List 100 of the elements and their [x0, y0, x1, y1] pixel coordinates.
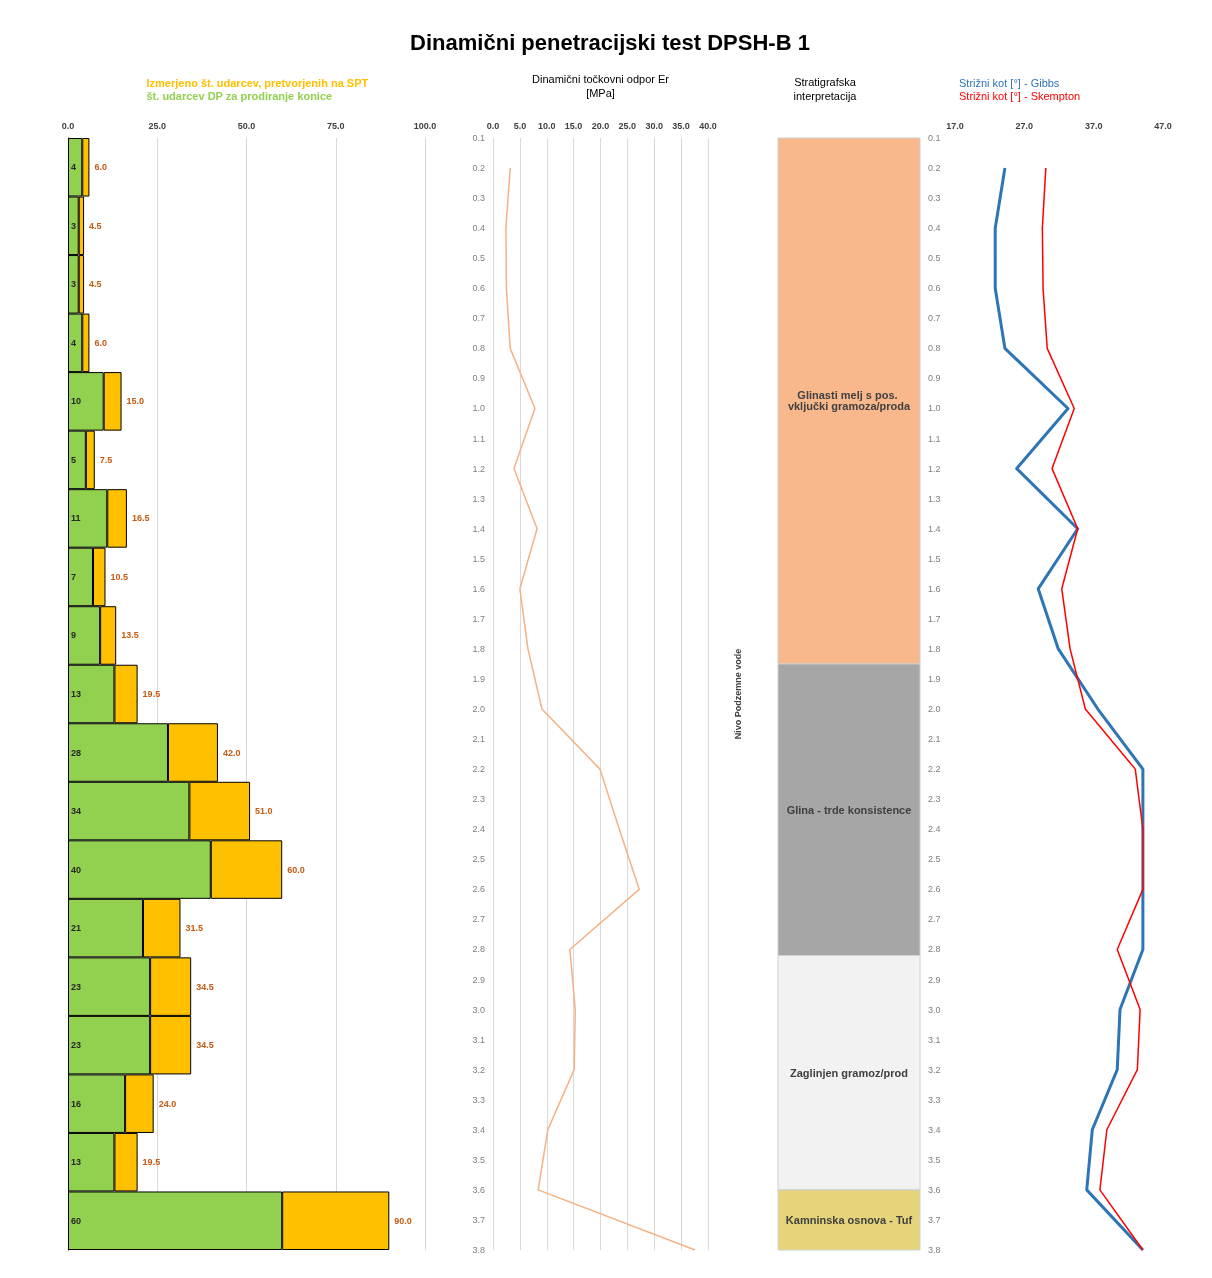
total-label: 31.5	[185, 923, 203, 934]
x-tick-label: 35.0	[672, 120, 690, 131]
y-tick-label: 2.9	[928, 974, 941, 985]
y-tick-label: 1.4	[472, 523, 485, 534]
y-tick-label: 2.6	[472, 884, 485, 895]
x-tick-label: 50.0	[237, 120, 256, 131]
series-label: Kamninska osnova - Tuf	[785, 1213, 913, 1226]
y-tick-label: 3.4	[928, 1124, 941, 1135]
chart-title: Dinamični penetracijski test DPSH-B 1	[410, 29, 810, 55]
total-label: 7.5	[99, 454, 113, 465]
y-tick-label: 1.0	[472, 403, 485, 414]
x-tick-label: 17.0	[946, 120, 964, 131]
x-tick-label: 5.0	[513, 120, 527, 131]
y-tick-label: 2.7	[472, 914, 485, 925]
total-label: 6.0	[94, 337, 107, 348]
x-axis-title: Dinamični točkovni odpor Er [MPa]	[532, 73, 670, 99]
y-tick-label: 2.1	[472, 734, 485, 745]
series-label: Glinasti melj s pos. vključki gramoza/proda	[787, 389, 912, 413]
total-label: 13.5	[121, 630, 139, 641]
y-tick-label: 3.8	[928, 1245, 941, 1255]
y-tick-label: 0.8	[928, 343, 941, 354]
x-tick-label: 20.0	[591, 120, 610, 131]
y-tick-label: 2.4	[928, 824, 941, 835]
y-tick-label: 1.6	[472, 583, 485, 594]
chart-title: Stratigrafska interpretacija	[793, 76, 858, 102]
y-tick-label: 0.9	[928, 373, 941, 384]
data-label: 3	[71, 220, 77, 231]
y-tick-label: 0.2	[928, 163, 941, 174]
y-tick-label: 1.7	[472, 613, 485, 624]
x-tick-label: 75.0	[326, 120, 345, 131]
y-tick-label: 3.2	[472, 1064, 485, 1075]
total-label: 51.0	[255, 806, 273, 817]
y-tick-label: 0.7	[928, 313, 941, 324]
series-label: Glina - trde konsistence	[786, 803, 912, 816]
data-label: 40	[71, 864, 82, 875]
y-tick-label: 3.1	[928, 1034, 941, 1045]
y-tick-label: 2.2	[928, 764, 941, 775]
y-tick-label: 3.5	[472, 1154, 485, 1165]
y-tick-label: 2.0	[472, 704, 485, 715]
text: Izmerjeno št. udarcev, pretvorjenih na SPT	[146, 76, 369, 89]
data-label: 4	[71, 337, 77, 348]
y-tick-label: 0.1	[472, 133, 485, 143]
y-tick-label: 0.6	[472, 283, 485, 294]
y-tick-label: 1.8	[472, 643, 485, 654]
y-tick-label: 0.5	[472, 253, 485, 264]
data-label: 4	[71, 162, 77, 173]
data-label: 10	[71, 396, 82, 407]
y-tick-label: 1.4	[928, 523, 941, 534]
y-tick-label: 2.8	[472, 944, 485, 955]
data-label: 11	[71, 513, 81, 524]
total-label: 19.5	[142, 689, 161, 699]
y-tick-label: 1.5	[928, 553, 941, 564]
x-tick-label: 37.0	[1084, 120, 1103, 131]
y-tick-label: 0.9	[472, 373, 485, 384]
total-label: 6.0	[94, 162, 107, 173]
y-tick-label: 3.5	[928, 1154, 941, 1165]
y-tick-label: 1.7	[928, 613, 941, 624]
y-tick-label: 1.5	[472, 553, 485, 564]
x-tick-label: 10.0	[537, 120, 556, 131]
y-tick-label: 3.0	[928, 1004, 941, 1015]
y-tick-label: 2.5	[928, 854, 941, 865]
y-tick-label: 1.2	[472, 463, 485, 474]
y-tick-label: 1.9	[472, 673, 485, 684]
y-tick-label: 1.3	[928, 493, 941, 504]
total-label: 90.0	[394, 1215, 412, 1226]
y-tick-label: 3.4	[472, 1124, 485, 1135]
total-label: 42.0	[222, 747, 241, 758]
y-tick-label: 2.0	[928, 704, 941, 715]
x-tick-label: 25.0	[618, 120, 637, 131]
x-tick-label: 15.0	[564, 120, 583, 131]
y-tick-label: 2.8	[928, 944, 941, 955]
y-tick-label: 2.3	[472, 794, 485, 805]
data-label: 21	[71, 923, 82, 934]
data-label: 16	[71, 1098, 82, 1109]
total-label: 60.0	[287, 864, 305, 875]
total-label: 34.5	[196, 1040, 214, 1051]
y-tick-label: 1.8	[928, 643, 941, 654]
data-label: 13	[71, 689, 82, 699]
data-label: 7	[71, 571, 77, 582]
x-tick-label: 30.0	[645, 120, 664, 131]
y-tick-label: 3.6	[928, 1184, 941, 1195]
data-label: 3	[71, 279, 77, 290]
x-tick-label: 27.0	[1015, 120, 1034, 131]
y-tick-label: 0.3	[928, 193, 941, 204]
total-label: 16.5	[131, 513, 150, 524]
total-label: 4.5	[89, 279, 102, 290]
x-tick-label: 40.0	[699, 120, 717, 131]
data-label: 13	[71, 1157, 82, 1168]
y-tick-label: 0.3	[472, 193, 485, 204]
y-tick-label: 0.6	[928, 283, 941, 294]
total-label: 10.5	[110, 571, 129, 582]
y-tick-label: 1.1	[472, 433, 485, 444]
x-tick-label: 0.0	[61, 120, 75, 131]
x-tick-label: 0.0	[486, 120, 500, 131]
y-tick-label: 0.5	[928, 253, 941, 264]
y-tick-label: 3.2	[928, 1064, 941, 1075]
x-tick-label: 100.0	[413, 120, 437, 131]
x-tick-label: 47.0	[1154, 120, 1172, 131]
y-tick-label: 3.0	[472, 1004, 485, 1015]
text: Strižni kot [°] - Skempton	[959, 89, 1081, 102]
